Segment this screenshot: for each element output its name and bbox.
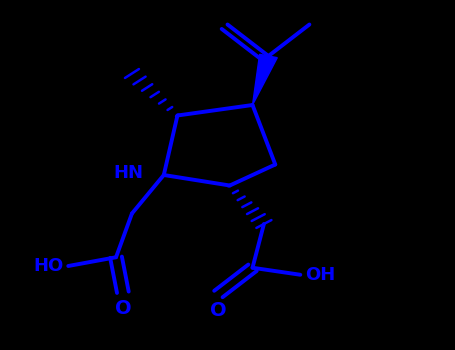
Text: O: O: [115, 299, 131, 318]
Text: HO: HO: [34, 257, 64, 275]
Text: OH: OH: [305, 266, 335, 284]
Text: O: O: [210, 301, 227, 320]
Polygon shape: [253, 54, 277, 105]
Text: HN: HN: [113, 164, 143, 182]
